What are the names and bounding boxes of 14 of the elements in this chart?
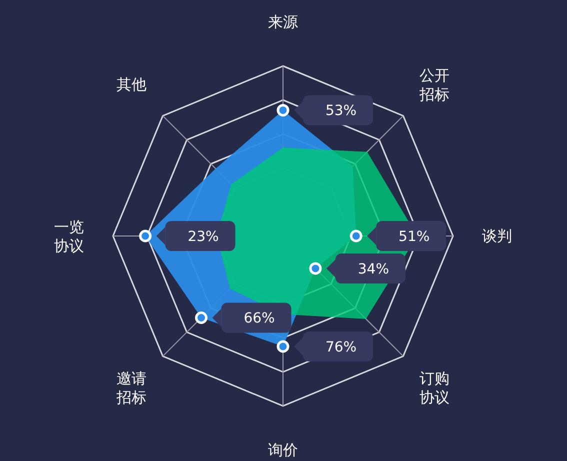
text: 23% bbox=[188, 229, 219, 245]
text: 76% bbox=[325, 340, 357, 356]
text: 53% bbox=[325, 103, 357, 120]
text: 34% bbox=[358, 261, 390, 278]
spoke-label: 公开招标 bbox=[418, 66, 450, 104]
text: 51% bbox=[398, 229, 430, 245]
spoke-label: 订购协议 bbox=[419, 369, 450, 406]
spoke-label: 邀请招标 bbox=[116, 369, 147, 406]
text: 66% bbox=[244, 310, 275, 327]
spoke-label: 询价 bbox=[268, 441, 298, 459]
spoke-label: 谈判 bbox=[482, 227, 512, 245]
spoke-label: 来源 bbox=[268, 13, 298, 31]
spoke-label: 一览协议 bbox=[54, 218, 84, 255]
spoke-label: 其他 bbox=[116, 76, 147, 94]
